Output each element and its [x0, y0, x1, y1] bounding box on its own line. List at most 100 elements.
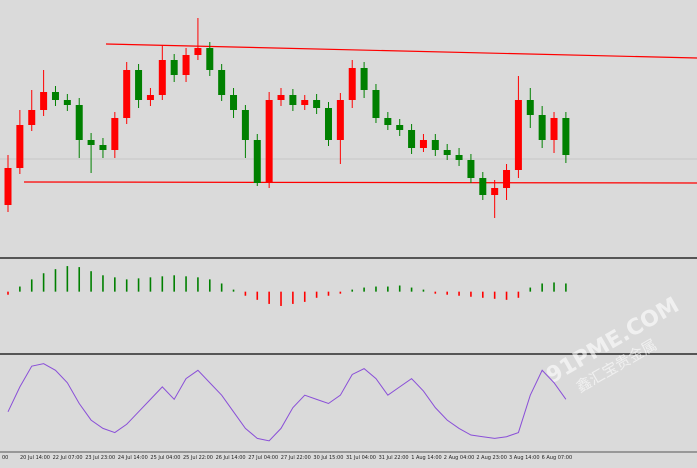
candle-body [313, 100, 321, 108]
histogram-bar [565, 283, 567, 292]
x-tick-label: 30 Jul 15:00 [313, 455, 343, 461]
histogram-bar [54, 269, 57, 292]
histogram-bar [529, 287, 532, 292]
candle-body [40, 92, 48, 110]
x-tick-label: 1 Aug 14:00 [411, 455, 442, 461]
candle-body [514, 100, 522, 170]
candle-body [16, 125, 24, 168]
candle-body [111, 118, 119, 150]
candle-body [360, 68, 368, 90]
histogram-bar [363, 287, 365, 292]
candle-body [301, 100, 309, 105]
candle-body [348, 68, 356, 100]
histogram-bar [458, 291, 460, 296]
histogram-bar [220, 283, 223, 292]
candle-body [158, 60, 166, 95]
histogram-bar [422, 289, 425, 292]
candle-body [218, 70, 226, 95]
x-tick-label: 2 Aug 04:00 [444, 455, 475, 461]
candle-body [503, 170, 511, 188]
histogram-bar [553, 282, 555, 292]
histogram-bar [339, 291, 342, 294]
candle-body [455, 155, 463, 160]
histogram-bar [102, 275, 104, 292]
x-tick-label: 31 Jul 22:00 [379, 455, 409, 461]
histogram-bar [7, 291, 9, 295]
histogram-bar [232, 289, 235, 292]
histogram-bar [410, 287, 413, 292]
histogram-bar [303, 291, 306, 302]
candle-body [51, 92, 59, 100]
x-tick-label: 25 Jul 22:00 [183, 455, 213, 461]
candle-body [241, 110, 249, 140]
x-tick-label: 00 [2, 455, 8, 461]
candle-body [443, 150, 451, 155]
x-tick-label: 2 Aug 23:00 [476, 455, 507, 461]
candle-body [491, 188, 499, 195]
histogram-bar [446, 291, 448, 295]
x-tick-label: 20 Jul 14:00 [20, 455, 50, 461]
candle-body [467, 160, 475, 178]
histogram-bar [185, 276, 187, 292]
histogram-bar [327, 291, 330, 296]
candle-body [75, 105, 83, 140]
histogram-bar [398, 285, 401, 292]
histogram-bar [268, 291, 270, 304]
histogram-bar [137, 278, 140, 292]
x-tick-label: 22 Jul 07:00 [53, 455, 83, 461]
histogram-bar [30, 279, 33, 292]
histogram-bar [256, 291, 259, 300]
candle-body [289, 95, 297, 105]
candle-body [265, 100, 273, 183]
candle-body [408, 130, 416, 148]
candle-body [87, 140, 95, 145]
x-tick-label: 31 Jul 04:00 [346, 455, 376, 461]
candle-body [123, 70, 131, 118]
histogram-bar [351, 289, 354, 292]
histogram-bar [493, 291, 496, 299]
histogram-bar [387, 286, 389, 292]
oscillator-line [7, 363, 567, 442]
histogram-bar [90, 271, 92, 292]
histogram-bar [541, 283, 543, 292]
candle-body [277, 95, 285, 100]
candle-body [206, 48, 214, 70]
histogram-bar [19, 286, 21, 292]
histogram-bar [173, 275, 175, 292]
trend-line [23, 181, 697, 184]
x-tick-label: 23 Jul 23:00 [85, 455, 115, 461]
candle-body [396, 125, 404, 130]
histogram-bar [482, 291, 484, 298]
x-tick-label: 26 Jul 14:00 [216, 455, 246, 461]
histogram-bar [375, 286, 377, 292]
histogram-bar [161, 276, 164, 292]
candle-body [135, 70, 143, 100]
histogram-bar [315, 291, 318, 298]
histogram-bar [244, 291, 247, 296]
histogram-bar [292, 291, 294, 304]
candle-body [28, 110, 36, 125]
x-tick-label: 6 Aug 07:00 [542, 455, 573, 461]
histogram-bar [125, 279, 128, 292]
candle-body [4, 168, 12, 205]
candle-body [550, 118, 558, 140]
histogram-bar [517, 291, 520, 298]
x-tick-label: 24 Jul 14:00 [118, 455, 148, 461]
histogram-bar [470, 291, 472, 297]
candle-body [336, 100, 344, 140]
candle-body [99, 145, 107, 150]
histogram-bar [66, 266, 69, 292]
candle-body [170, 60, 178, 75]
candle-body [384, 118, 392, 125]
histogram-bar [280, 291, 282, 306]
candle-body [146, 95, 154, 100]
candle-body [230, 95, 238, 110]
x-tick-label: 25 Jul 04:00 [150, 455, 180, 461]
candle-body [372, 90, 380, 118]
histogram-bar [208, 279, 211, 292]
candle-body [324, 108, 332, 140]
histogram-bar [114, 277, 116, 292]
